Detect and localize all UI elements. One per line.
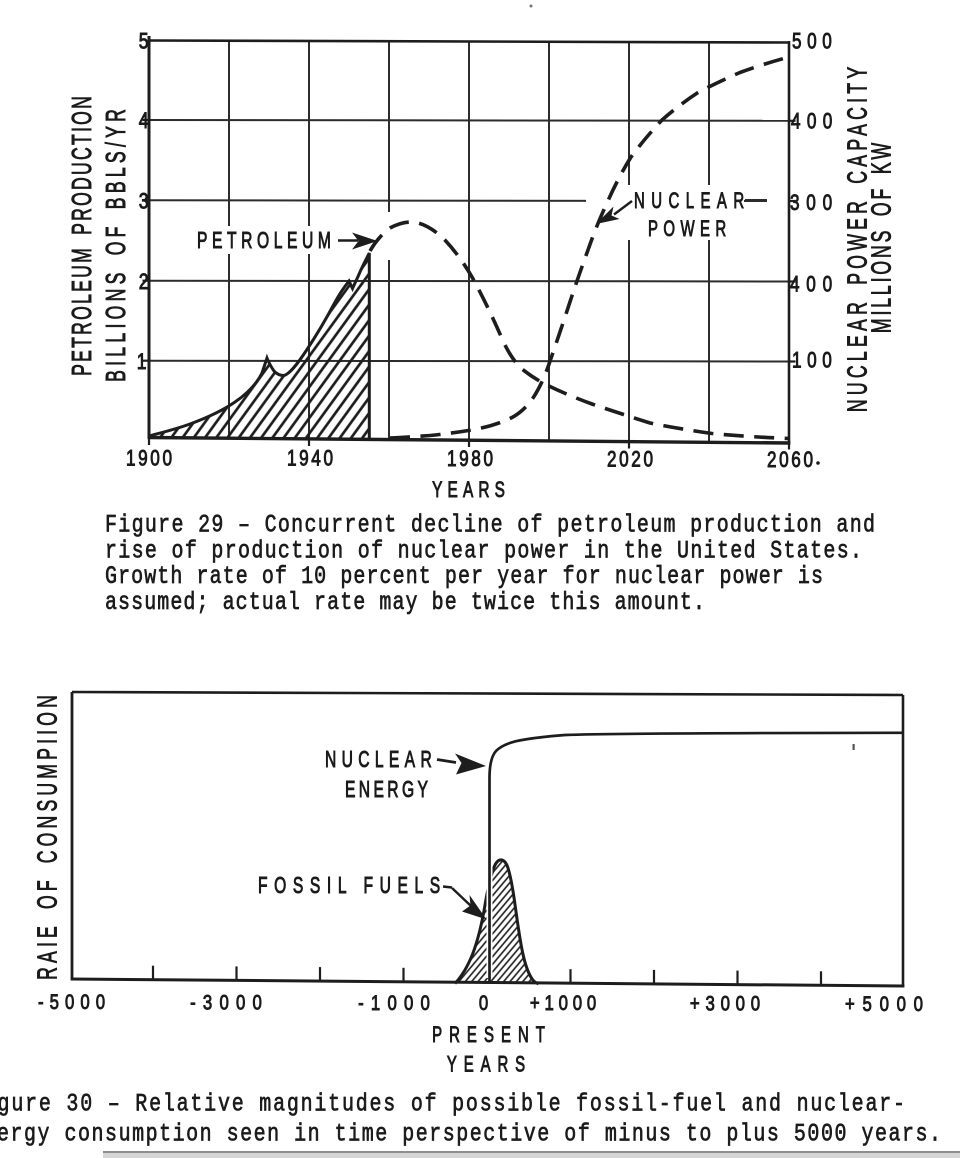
svg-text:0: 0 bbox=[479, 992, 488, 1015]
svg-text:300: 300 bbox=[790, 191, 832, 216]
svg-text:400: 400 bbox=[790, 273, 832, 298]
svg-text:1980: 1980 bbox=[447, 447, 493, 472]
svg-text:Figure 30 – Relative magnitude: Figure 30 – Relative magnitudes of possi… bbox=[0, 1090, 905, 1119]
svg-text:YEARS: YEARS bbox=[432, 478, 505, 502]
svg-text:+3000: +3000 bbox=[690, 993, 760, 1016]
svg-text:1: 1 bbox=[137, 350, 147, 374]
svg-text:Figure 29 – Concurrent decline: Figure 29 – Concurrent decline of petrol… bbox=[105, 511, 875, 540]
svg-text:PETROLEUM: PETROLEUM bbox=[197, 228, 331, 254]
svg-text:PRESENT: PRESENT bbox=[432, 1022, 545, 1047]
svg-text:YEARS: YEARS bbox=[447, 1052, 525, 1077]
svg-text:2020: 2020 bbox=[607, 448, 653, 473]
svg-text:1900: 1900 bbox=[126, 447, 172, 472]
svg-text:100: 100 bbox=[792, 349, 832, 374]
svg-text:400: 400 bbox=[791, 110, 832, 135]
svg-text:-1000: -1000 bbox=[358, 992, 430, 1015]
svg-text:energy consumption seen in tim: energy consumption seen in time perspect… bbox=[0, 1120, 941, 1149]
svg-text:MILLIONS OF KW: MILLIONS OF KW bbox=[865, 143, 896, 333]
svg-text:rise of production of nuclear: rise of production of nuclear power in t… bbox=[105, 536, 862, 565]
svg-text:NUCLEAR: NUCLEAR bbox=[634, 188, 744, 213]
svg-text:RAIE OF CONSUMPIION: RAIE OF CONSUMPIION bbox=[31, 695, 62, 980]
svg-text:NUCLEAR: NUCLEAR bbox=[325, 747, 432, 773]
svg-text:4: 4 bbox=[139, 109, 149, 133]
svg-text:1940: 1940 bbox=[287, 447, 333, 472]
svg-text:ENERGY: ENERGY bbox=[345, 777, 428, 803]
svg-text:2060: 2060 bbox=[767, 448, 813, 473]
svg-text:FOSSIL FUELS: FOSSIL FUELS bbox=[258, 873, 440, 899]
svg-text:3: 3 bbox=[139, 190, 149, 214]
svg-text:BILLIONS OF BBLS/YR: BILLIONS OF BBLS/YR bbox=[100, 109, 131, 382]
svg-text:2: 2 bbox=[139, 270, 149, 294]
svg-text:5: 5 bbox=[139, 30, 149, 54]
svg-text:-3000: -3000 bbox=[190, 992, 262, 1015]
svg-text:Growth rate of 10 percent per: Growth rate of 10 percent per year for n… bbox=[105, 562, 823, 591]
svg-text:500: 500 bbox=[792, 30, 832, 55]
svg-text:+1000: +1000 bbox=[530, 992, 596, 1015]
svg-text:PETROLEUM PRODUCTION: PETROLEUM PRODUCTION bbox=[66, 96, 97, 376]
svg-text:assumed; actual rate may be tw: assumed; actual rate may be twice this a… bbox=[105, 588, 705, 617]
svg-text:-5000: -5000 bbox=[38, 991, 105, 1014]
svg-text:+5000: +5000 bbox=[845, 993, 923, 1016]
